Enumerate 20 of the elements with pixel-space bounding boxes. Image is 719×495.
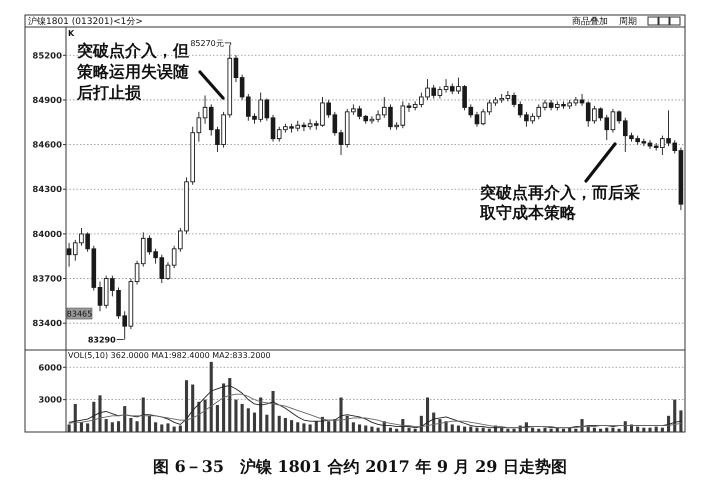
y-tick-label: 6000 xyxy=(38,363,62,374)
annotation: 商品叠加 xyxy=(572,16,608,27)
y-tick-label: 84000 xyxy=(32,230,62,240)
y-tick-label: 85200 xyxy=(32,51,62,62)
y-tick-label: 84900 xyxy=(32,96,62,106)
annotation: 83290 xyxy=(88,336,116,345)
y-tick-label: 83700 xyxy=(32,274,62,285)
caption: 图 6－35 沪镍 1801 合约 2017 年 9 月 29 日走势图 xyxy=(153,457,567,476)
y-tick-label: 84300 xyxy=(32,185,62,196)
annotation: 85270元 xyxy=(190,38,224,48)
line-series xyxy=(68,394,682,428)
y-tick-label: 83400 xyxy=(32,319,62,330)
chart-title: 沪镍1801 (013201)<1分> xyxy=(28,16,143,27)
chart-title: VOL(5,10) 362.0000 MA1:982.4000 MA2:833.2000 xyxy=(68,351,271,360)
annotation: 突破点介入，但策略运用失误随后打止损 xyxy=(76,41,190,102)
annotation: K xyxy=(68,29,75,38)
y-tick-label: 3000 xyxy=(38,396,62,406)
y-tick-label: 84600 xyxy=(32,140,62,151)
annotation: 突破点再介入，而后采取守成本策略 xyxy=(479,183,640,222)
annotation: 周期 xyxy=(619,16,637,27)
